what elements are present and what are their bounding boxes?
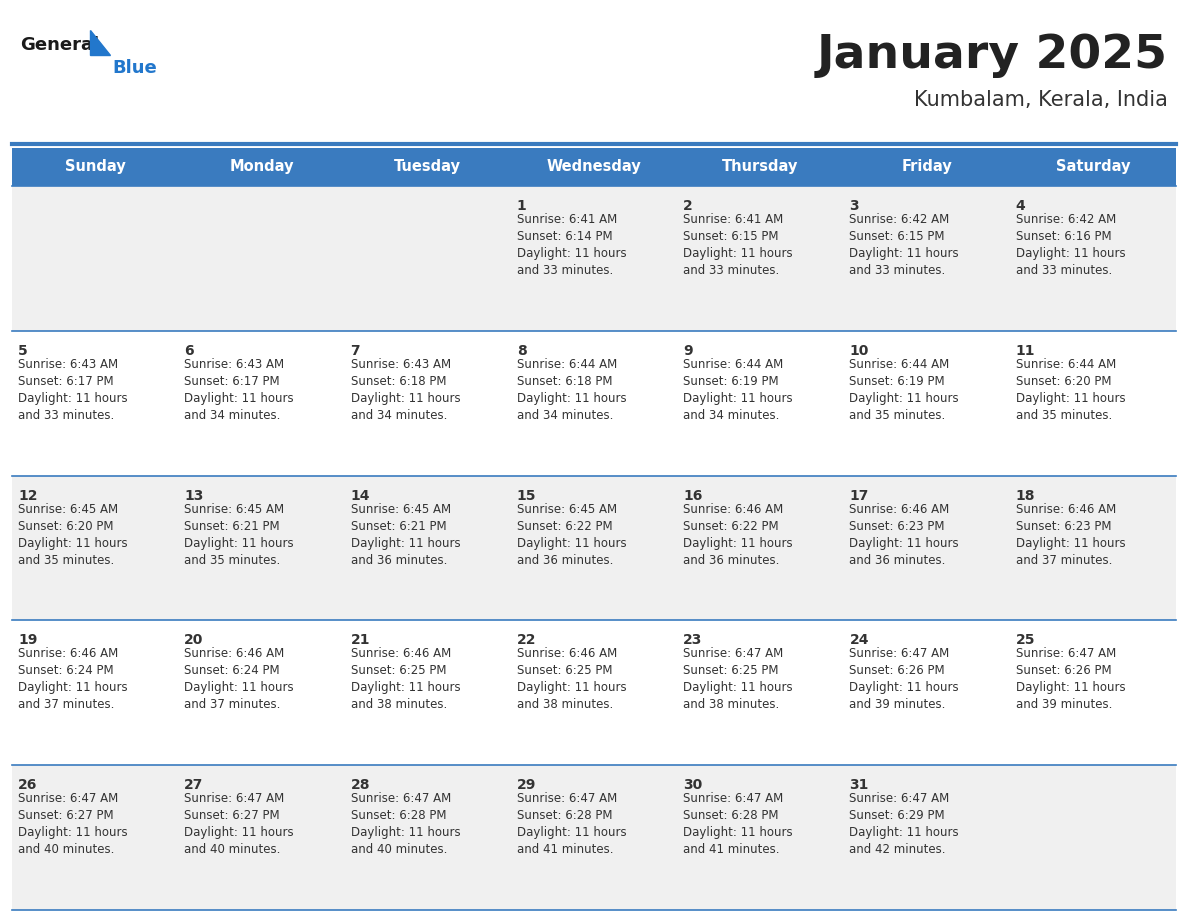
Text: 1: 1 <box>517 199 526 213</box>
Text: Sunrise: 6:44 AM
Sunset: 6:20 PM
Daylight: 11 hours
and 35 minutes.: Sunrise: 6:44 AM Sunset: 6:20 PM Dayligh… <box>1016 358 1125 421</box>
Text: Sunrise: 6:43 AM
Sunset: 6:17 PM
Daylight: 11 hours
and 34 minutes.: Sunrise: 6:43 AM Sunset: 6:17 PM Dayligh… <box>184 358 293 421</box>
Text: 21: 21 <box>350 633 371 647</box>
Text: Sunday: Sunday <box>65 160 126 174</box>
Text: Blue: Blue <box>112 59 157 77</box>
Text: Wednesday: Wednesday <box>546 160 642 174</box>
Text: Sunrise: 6:47 AM
Sunset: 6:27 PM
Daylight: 11 hours
and 40 minutes.: Sunrise: 6:47 AM Sunset: 6:27 PM Dayligh… <box>184 792 293 856</box>
Text: 19: 19 <box>18 633 37 647</box>
Text: Sunrise: 6:46 AM
Sunset: 6:24 PM
Daylight: 11 hours
and 37 minutes.: Sunrise: 6:46 AM Sunset: 6:24 PM Dayligh… <box>184 647 293 711</box>
Text: General: General <box>20 36 99 54</box>
Text: Sunrise: 6:44 AM
Sunset: 6:18 PM
Daylight: 11 hours
and 34 minutes.: Sunrise: 6:44 AM Sunset: 6:18 PM Dayligh… <box>517 358 626 421</box>
Bar <box>12 766 1176 910</box>
Text: 18: 18 <box>1016 488 1035 502</box>
Text: Sunrise: 6:47 AM
Sunset: 6:28 PM
Daylight: 11 hours
and 41 minutes.: Sunrise: 6:47 AM Sunset: 6:28 PM Dayligh… <box>517 792 626 856</box>
Text: Sunrise: 6:47 AM
Sunset: 6:26 PM
Daylight: 11 hours
and 39 minutes.: Sunrise: 6:47 AM Sunset: 6:26 PM Dayligh… <box>849 647 959 711</box>
Text: Sunrise: 6:42 AM
Sunset: 6:16 PM
Daylight: 11 hours
and 33 minutes.: Sunrise: 6:42 AM Sunset: 6:16 PM Dayligh… <box>1016 213 1125 277</box>
Bar <box>12 621 1176 766</box>
Text: 6: 6 <box>184 344 194 358</box>
Bar <box>12 148 1176 186</box>
Text: 31: 31 <box>849 778 868 792</box>
Text: Sunrise: 6:46 AM
Sunset: 6:23 PM
Daylight: 11 hours
and 37 minutes.: Sunrise: 6:46 AM Sunset: 6:23 PM Dayligh… <box>1016 502 1125 566</box>
Text: Sunrise: 6:46 AM
Sunset: 6:25 PM
Daylight: 11 hours
and 38 minutes.: Sunrise: 6:46 AM Sunset: 6:25 PM Dayligh… <box>350 647 460 711</box>
Text: Sunrise: 6:47 AM
Sunset: 6:28 PM
Daylight: 11 hours
and 41 minutes.: Sunrise: 6:47 AM Sunset: 6:28 PM Dayligh… <box>683 792 792 856</box>
Text: Sunrise: 6:41 AM
Sunset: 6:14 PM
Daylight: 11 hours
and 33 minutes.: Sunrise: 6:41 AM Sunset: 6:14 PM Dayligh… <box>517 213 626 277</box>
Text: Sunrise: 6:43 AM
Sunset: 6:17 PM
Daylight: 11 hours
and 33 minutes.: Sunrise: 6:43 AM Sunset: 6:17 PM Dayligh… <box>18 358 127 421</box>
Text: Sunrise: 6:46 AM
Sunset: 6:25 PM
Daylight: 11 hours
and 38 minutes.: Sunrise: 6:46 AM Sunset: 6:25 PM Dayligh… <box>517 647 626 711</box>
Text: Sunrise: 6:45 AM
Sunset: 6:21 PM
Daylight: 11 hours
and 36 minutes.: Sunrise: 6:45 AM Sunset: 6:21 PM Dayligh… <box>350 502 460 566</box>
Bar <box>12 476 1176 621</box>
Text: Sunrise: 6:43 AM
Sunset: 6:18 PM
Daylight: 11 hours
and 34 minutes.: Sunrise: 6:43 AM Sunset: 6:18 PM Dayligh… <box>350 358 460 421</box>
Text: 29: 29 <box>517 778 536 792</box>
Bar <box>12 186 1176 330</box>
Text: 7: 7 <box>350 344 360 358</box>
Text: 3: 3 <box>849 199 859 213</box>
Text: 23: 23 <box>683 633 702 647</box>
Text: January 2025: January 2025 <box>817 32 1168 77</box>
Text: Sunrise: 6:47 AM
Sunset: 6:27 PM
Daylight: 11 hours
and 40 minutes.: Sunrise: 6:47 AM Sunset: 6:27 PM Dayligh… <box>18 792 127 856</box>
Text: 8: 8 <box>517 344 526 358</box>
Text: 5: 5 <box>18 344 27 358</box>
Text: 24: 24 <box>849 633 868 647</box>
Text: Sunrise: 6:44 AM
Sunset: 6:19 PM
Daylight: 11 hours
and 34 minutes.: Sunrise: 6:44 AM Sunset: 6:19 PM Dayligh… <box>683 358 792 421</box>
Text: Sunrise: 6:45 AM
Sunset: 6:20 PM
Daylight: 11 hours
and 35 minutes.: Sunrise: 6:45 AM Sunset: 6:20 PM Dayligh… <box>18 502 127 566</box>
Text: 15: 15 <box>517 488 536 502</box>
Text: 25: 25 <box>1016 633 1035 647</box>
Text: 22: 22 <box>517 633 536 647</box>
Text: Sunrise: 6:46 AM
Sunset: 6:23 PM
Daylight: 11 hours
and 36 minutes.: Sunrise: 6:46 AM Sunset: 6:23 PM Dayligh… <box>849 502 959 566</box>
Text: 17: 17 <box>849 488 868 502</box>
Text: Kumbalam, Kerala, India: Kumbalam, Kerala, India <box>914 90 1168 110</box>
Text: 20: 20 <box>184 633 203 647</box>
Text: 4: 4 <box>1016 199 1025 213</box>
Text: 30: 30 <box>683 778 702 792</box>
Text: Friday: Friday <box>902 160 952 174</box>
Text: Sunrise: 6:41 AM
Sunset: 6:15 PM
Daylight: 11 hours
and 33 minutes.: Sunrise: 6:41 AM Sunset: 6:15 PM Dayligh… <box>683 213 792 277</box>
Text: Thursday: Thursday <box>722 160 798 174</box>
Text: Sunrise: 6:44 AM
Sunset: 6:19 PM
Daylight: 11 hours
and 35 minutes.: Sunrise: 6:44 AM Sunset: 6:19 PM Dayligh… <box>849 358 959 421</box>
Text: Tuesday: Tuesday <box>394 160 461 174</box>
Text: Sunrise: 6:45 AM
Sunset: 6:21 PM
Daylight: 11 hours
and 35 minutes.: Sunrise: 6:45 AM Sunset: 6:21 PM Dayligh… <box>184 502 293 566</box>
Text: 26: 26 <box>18 778 37 792</box>
Text: 13: 13 <box>184 488 203 502</box>
Bar <box>12 330 1176 476</box>
Text: Monday: Monday <box>229 160 293 174</box>
Text: 11: 11 <box>1016 344 1035 358</box>
Text: Sunrise: 6:42 AM
Sunset: 6:15 PM
Daylight: 11 hours
and 33 minutes.: Sunrise: 6:42 AM Sunset: 6:15 PM Dayligh… <box>849 213 959 277</box>
Text: 14: 14 <box>350 488 371 502</box>
Text: Sunrise: 6:47 AM
Sunset: 6:26 PM
Daylight: 11 hours
and 39 minutes.: Sunrise: 6:47 AM Sunset: 6:26 PM Dayligh… <box>1016 647 1125 711</box>
Text: 27: 27 <box>184 778 203 792</box>
Text: Saturday: Saturday <box>1056 160 1130 174</box>
Text: Sunrise: 6:46 AM
Sunset: 6:22 PM
Daylight: 11 hours
and 36 minutes.: Sunrise: 6:46 AM Sunset: 6:22 PM Dayligh… <box>683 502 792 566</box>
Text: Sunrise: 6:47 AM
Sunset: 6:28 PM
Daylight: 11 hours
and 40 minutes.: Sunrise: 6:47 AM Sunset: 6:28 PM Dayligh… <box>350 792 460 856</box>
Text: 9: 9 <box>683 344 693 358</box>
Text: 28: 28 <box>350 778 371 792</box>
Text: Sunrise: 6:45 AM
Sunset: 6:22 PM
Daylight: 11 hours
and 36 minutes.: Sunrise: 6:45 AM Sunset: 6:22 PM Dayligh… <box>517 502 626 566</box>
Polygon shape <box>90 30 110 55</box>
Text: 12: 12 <box>18 488 38 502</box>
Text: Sunrise: 6:46 AM
Sunset: 6:24 PM
Daylight: 11 hours
and 37 minutes.: Sunrise: 6:46 AM Sunset: 6:24 PM Dayligh… <box>18 647 127 711</box>
Text: 10: 10 <box>849 344 868 358</box>
Text: Sunrise: 6:47 AM
Sunset: 6:25 PM
Daylight: 11 hours
and 38 minutes.: Sunrise: 6:47 AM Sunset: 6:25 PM Dayligh… <box>683 647 792 711</box>
Text: 2: 2 <box>683 199 693 213</box>
Text: 16: 16 <box>683 488 702 502</box>
Text: Sunrise: 6:47 AM
Sunset: 6:29 PM
Daylight: 11 hours
and 42 minutes.: Sunrise: 6:47 AM Sunset: 6:29 PM Dayligh… <box>849 792 959 856</box>
